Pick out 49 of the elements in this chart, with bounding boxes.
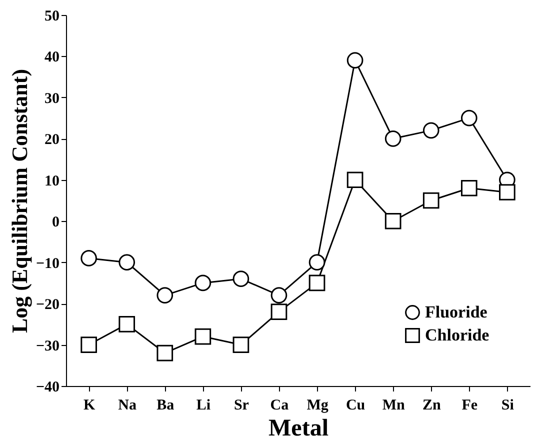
legend-label: Chloride [425,326,490,344]
y-tick-label: 0 [52,214,60,231]
point [308,274,326,292]
x-tick-label: Mg [306,398,329,414]
x-tick-label: Na [118,398,138,414]
point [346,52,364,68]
point [460,110,478,126]
point [346,172,364,188]
point [118,254,136,270]
y-tick-label: −40 [36,380,60,396]
x-tick-label: Si [501,398,514,414]
x-axis-title: Metal [268,416,329,442]
x-tick-label: Li [196,398,211,414]
point [118,316,136,332]
x-tick-label: K [83,398,96,414]
point [232,270,250,287]
point [194,274,212,292]
x-tick-label: Ca [270,398,290,414]
y-tick-label: 50 [44,8,60,24]
x-tick-label: Cu [346,398,366,414]
x-tick-label: Fe [462,398,478,414]
x-tick-label: Ba [156,398,175,414]
x-tick-label: Zn [422,398,442,414]
point [422,122,440,139]
x-tick-label: Sr [234,398,250,414]
y-tick-label: −10 [36,256,60,272]
point [156,344,174,362]
x-tick-label: Mn [382,398,406,414]
legend-label: Fluoride [425,302,488,322]
y-tick-label: 40 [44,50,60,66]
point [460,180,478,196]
point [194,328,212,345]
point [80,336,97,353]
point [232,336,250,353]
y-tick-label: 20 [44,132,60,148]
point [156,287,174,304]
point [499,184,516,200]
point [308,254,326,270]
y-axis-title: Log (Equilibrium Constant) [6,68,32,334]
point [270,287,288,304]
point [270,304,288,320]
y-tick-label: 30 [44,90,60,107]
point [384,212,402,230]
point [384,130,402,147]
y-tick-label: 10 [44,173,60,190]
point [80,250,97,266]
y-tick-label: −30 [36,338,60,354]
y-tick-label: −20 [36,297,60,314]
point [422,192,440,209]
